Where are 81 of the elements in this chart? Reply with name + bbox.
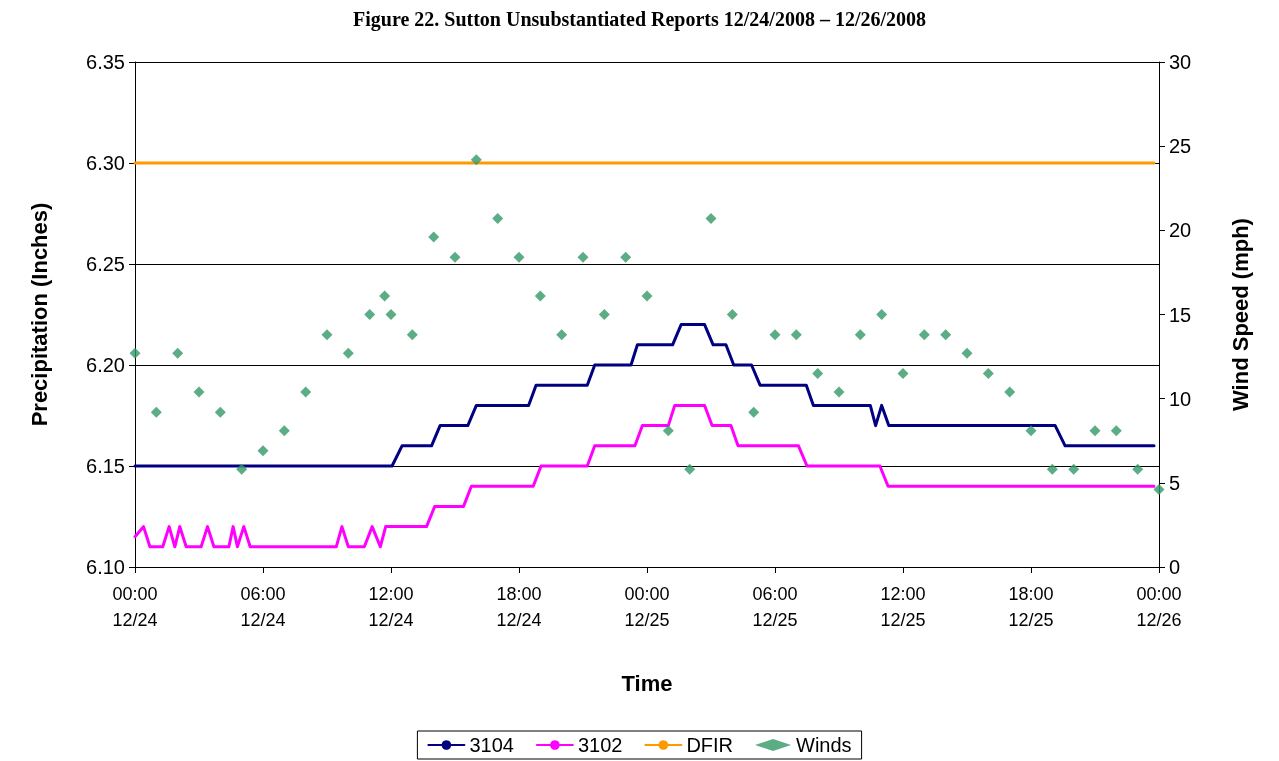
point — [961, 347, 973, 359]
point — [620, 251, 632, 263]
x-tick-label: 12:00 12/24 — [368, 584, 414, 630]
y-tick-label: 6.25 — [86, 253, 125, 275]
y2-tick-label: 10 — [1169, 387, 1192, 410]
point — [1068, 463, 1080, 475]
point — [577, 251, 589, 263]
point — [940, 329, 952, 341]
y-tick-label: 6.20 — [86, 354, 125, 376]
x-tick-label: 06:00 12/24 — [240, 584, 286, 630]
point — [1110, 425, 1122, 437]
point — [556, 329, 568, 341]
point — [598, 309, 610, 320]
y2-tick-label: 20 — [1169, 219, 1192, 242]
point — [193, 386, 205, 398]
point — [364, 309, 376, 320]
chart-title: Figure 22. Sutton Unsubstantiated Reports 12/24/2008 – 12/26/2008 — [352, 8, 927, 31]
point — [300, 386, 312, 398]
point — [1153, 484, 1165, 496]
point — [379, 290, 391, 302]
point — [726, 309, 738, 320]
y2-tick-label: 15 — [1169, 303, 1192, 326]
point — [812, 367, 824, 379]
point — [470, 154, 482, 166]
point — [662, 425, 674, 437]
point — [513, 251, 525, 263]
y2-tick-label: 25 — [1169, 135, 1192, 158]
x-tick-label: 18:00 12/25 — [1008, 584, 1054, 630]
point — [129, 347, 141, 359]
point — [769, 329, 781, 341]
point — [214, 406, 226, 418]
point — [748, 406, 760, 418]
x-tick-label: 00:00 12/24 — [112, 584, 158, 630]
point — [1132, 463, 1144, 475]
point — [321, 329, 333, 341]
point — [705, 213, 717, 225]
legend-label: 3104 — [469, 734, 514, 756]
y2-tick-label: 30 — [1169, 51, 1192, 73]
point — [641, 290, 653, 302]
point — [876, 309, 888, 320]
point — [982, 367, 994, 379]
x-tick-label: 00:00 12/25 — [624, 584, 670, 630]
y-tick-label: 6.15 — [86, 455, 125, 477]
x-tick-label: 00:00 12/26 — [1136, 584, 1182, 630]
y2-tick-label: 0 — [1169, 556, 1181, 578]
point — [257, 445, 269, 457]
point — [897, 367, 909, 379]
y2-axis-title: Wind Speed (mph) — [1227, 218, 1253, 411]
point — [342, 347, 354, 359]
point — [534, 290, 546, 302]
y-tick-label: 6.35 — [86, 51, 125, 73]
point — [449, 251, 461, 263]
legend-label: DFIR — [686, 734, 734, 756]
x-axis-title: Time — [621, 670, 673, 696]
legend-label: Winds — [796, 734, 852, 756]
y-tick-label: 6.30 — [86, 152, 125, 174]
x-tick-label: 06:00 12/25 — [752, 584, 798, 630]
point — [172, 347, 184, 359]
point — [790, 329, 802, 341]
point — [833, 386, 845, 398]
point — [684, 463, 696, 475]
y-tick-label: 6.10 — [86, 556, 125, 578]
y2-tick-label: 5 — [1169, 471, 1181, 494]
x-tick-label: 12:00 12/25 — [880, 584, 926, 630]
x-tick-label: 18:00 12/24 — [496, 584, 542, 630]
point — [492, 213, 504, 225]
point — [236, 463, 248, 475]
point — [1089, 425, 1101, 437]
point — [406, 329, 418, 341]
point — [428, 231, 440, 243]
point — [150, 406, 162, 418]
point — [918, 329, 930, 341]
point — [385, 309, 397, 320]
point — [278, 425, 290, 437]
point — [854, 329, 866, 341]
y-axis-title: Precipitation (Inches) — [26, 202, 52, 427]
point — [1004, 386, 1016, 398]
line-series — [133, 323, 1156, 468]
point — [1046, 463, 1058, 475]
point — [1025, 425, 1037, 437]
legend-label: 3102 — [577, 734, 623, 756]
